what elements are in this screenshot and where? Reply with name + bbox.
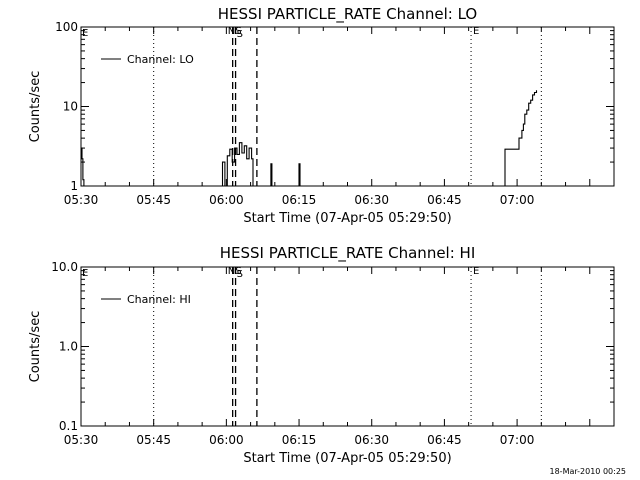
panel-lo-channel: HESSI PARTICLE_RATE Channel: LO 05:30 05:4… bbox=[28, 5, 615, 226]
event-marker-label: NS bbox=[228, 26, 242, 37]
x-tick-label: 06:45 bbox=[427, 193, 462, 207]
series-line-channel-lo bbox=[81, 90, 538, 187]
x-tick-label: 05:30 bbox=[64, 193, 99, 207]
x-tick-label: 05:30 bbox=[64, 433, 99, 447]
y-tick-label: 1.0 bbox=[59, 340, 78, 354]
generated-timestamp: 18-Mar-2010 00:25 bbox=[550, 467, 627, 476]
event-marker-label: E bbox=[473, 266, 479, 277]
panel-hi-channel: HESSI PARTICLE_RATE Channel: HI 05:30 05:4… bbox=[28, 244, 615, 466]
y-tick-label: 10.0 bbox=[51, 260, 78, 274]
x-tick-label: 05:45 bbox=[136, 193, 171, 207]
x-tick-label: 06:45 bbox=[427, 433, 462, 447]
x-tick-label: 07:00 bbox=[500, 193, 535, 207]
legend-entry: Channel: HI bbox=[127, 293, 191, 306]
y-tick-label: 10 bbox=[63, 100, 78, 114]
x-axis-title: Start Time (07-Apr-05 05:29:50) bbox=[243, 451, 451, 466]
event-marker-label: NS bbox=[228, 266, 242, 277]
event-marker-label: S bbox=[237, 29, 243, 40]
chart-title: HESSI PARTICLE_RATE Channel: HI bbox=[220, 244, 476, 263]
event-marker-label: S bbox=[237, 269, 243, 280]
x-tick-label: 06:15 bbox=[282, 193, 317, 207]
corner-marker-label: E bbox=[82, 28, 88, 39]
x-tick-label: 05:45 bbox=[136, 433, 171, 447]
legend-entry: Channel: LO bbox=[127, 53, 194, 66]
y-axis-title: Counts/sec bbox=[28, 311, 43, 383]
y-tick-label: 0.1 bbox=[59, 419, 78, 433]
chart-title: HESSI PARTICLE_RATE Channel: LO bbox=[218, 5, 477, 24]
x-tick-label: 07:00 bbox=[500, 433, 535, 447]
y-tick-label: 1 bbox=[70, 179, 78, 193]
y-axis-title: Counts/sec bbox=[28, 71, 43, 143]
x-tick-label: 06:30 bbox=[354, 433, 389, 447]
x-axis-title: Start Time (07-Apr-05 05:29:50) bbox=[243, 211, 451, 226]
x-tick-label: 06:00 bbox=[209, 193, 244, 207]
plot-frame bbox=[80, 26, 615, 187]
x-tick-label: 06:15 bbox=[282, 433, 317, 447]
plot-frame bbox=[80, 266, 615, 427]
event-marker-label: E bbox=[473, 26, 479, 37]
y-tick-label: 100 bbox=[55, 20, 78, 34]
x-tick-label: 06:30 bbox=[354, 193, 389, 207]
x-tick-label: 06:00 bbox=[209, 433, 244, 447]
corner-marker-label: E bbox=[82, 268, 88, 279]
